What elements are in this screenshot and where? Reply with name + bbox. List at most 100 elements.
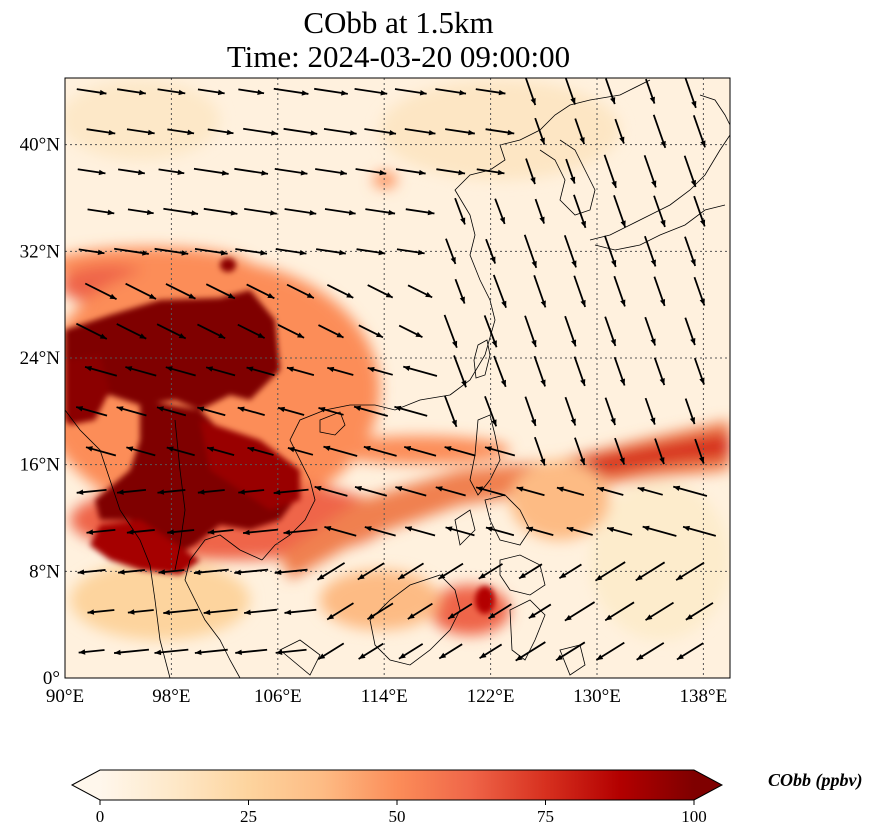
wind-arrow-head	[167, 529, 174, 535]
wind-arrow-head	[580, 299, 586, 307]
lat-tick-label: 16°N	[20, 455, 61, 476]
wind-arrow-head	[156, 406, 164, 412]
wind-arrow-head	[530, 98, 536, 106]
wind-arrow-head	[247, 446, 255, 453]
wind-arrow-head	[540, 458, 546, 466]
lat-tick-label: 0°	[43, 668, 60, 689]
wind-arrow-head	[458, 169, 466, 176]
lon-tick-label: 106°E	[254, 686, 302, 707]
wind-arrow-head	[118, 569, 125, 575]
wind-arrow-head	[158, 569, 166, 575]
wind-arrow-head	[257, 89, 265, 96]
wind-arrow-head	[178, 333, 186, 339]
wind-arrow-head	[327, 613, 335, 620]
colorbar-ticks: 0 25 50 75 100	[96, 800, 707, 826]
wind-arrow-head	[336, 332, 344, 338]
wind-arrow-head	[271, 130, 278, 136]
wind-arrow-head	[341, 90, 348, 96]
wind-arrow-head	[564, 614, 572, 621]
map-time: Time: 2024-03-20 09:00:00	[226, 39, 571, 74]
wind-arrow-head	[238, 489, 245, 495]
wind-arrow-head	[660, 219, 666, 227]
wind-arrow-head	[297, 332, 305, 338]
wind-arrow-head	[388, 209, 396, 216]
wind-arrow-head	[530, 177, 536, 185]
wind-arrow-head	[398, 573, 405, 580]
wind-arrow-head	[286, 366, 294, 372]
wind-arrow-head	[177, 169, 185, 176]
wind-arrow-head	[207, 529, 215, 535]
wind-arrow-head	[234, 569, 241, 576]
wind-arrow-head	[570, 97, 576, 105]
wind-arrow-head	[194, 649, 202, 656]
wind-arrow-head	[244, 609, 251, 616]
wind-arrow-head	[197, 489, 205, 495]
wind-arrow-head	[461, 380, 467, 388]
colorbar-tick-label: 100	[681, 807, 707, 826]
wind-arrow-head	[676, 653, 684, 660]
wind-arrow-head	[197, 406, 205, 412]
wind-arrow-head	[555, 654, 563, 661]
wind-arrow-head	[126, 529, 134, 535]
wind-arrow-head	[459, 89, 467, 96]
wind-arrow-head	[439, 652, 447, 659]
wind-arrow-head	[188, 293, 196, 299]
wind-arrow-head	[580, 378, 586, 386]
cobb-field	[65, 80, 730, 640]
wind-arrow-head	[642, 525, 650, 532]
wind-arrow-head	[367, 613, 375, 620]
wind-arrow-head	[659, 457, 665, 465]
wind-arrow-head	[651, 180, 657, 188]
wind-arrow-head	[349, 130, 357, 136]
wind-arrow-head	[217, 89, 225, 96]
wind-arrow-head	[611, 180, 617, 188]
wind-arrow-head	[485, 526, 493, 532]
wind-arrow-head	[235, 649, 242, 655]
wind-arrow-head	[178, 89, 186, 96]
wind-arrow-head	[595, 574, 603, 581]
wind-arrow-head	[220, 250, 228, 256]
wind-arrow-head	[596, 654, 604, 661]
lat-tick-label: 8°N	[29, 561, 60, 582]
wind-arrow-head	[415, 331, 423, 338]
wind-arrow-head	[476, 486, 484, 492]
colorbar-tick-label: 50	[389, 807, 406, 826]
wind-arrow-head	[610, 97, 616, 105]
wind-arrow-head	[306, 292, 314, 299]
colorbar-extend-low	[72, 770, 100, 800]
wind-arrow-head	[323, 445, 331, 452]
wind-arrow-head	[438, 573, 446, 580]
wind-arrow-head	[138, 169, 145, 176]
wind-arrow-head	[287, 446, 295, 453]
wind-arrow-head	[367, 366, 375, 373]
wind-arrow-head	[379, 169, 387, 176]
wind-arrow-head	[635, 574, 643, 581]
wind-arrow-head	[348, 209, 356, 216]
wind-arrow-head	[127, 609, 135, 615]
wind-arrow-head	[620, 220, 626, 228]
wind-arrow-head	[498, 89, 506, 96]
wind-arrow-head	[540, 379, 546, 387]
wind-arrow-head	[98, 169, 106, 176]
wind-arrow-head	[637, 486, 645, 493]
wind-arrow-head	[357, 573, 365, 580]
wind-arrow-head	[580, 220, 586, 228]
wind-arrow-head	[300, 170, 308, 176]
wind-arrow-head	[78, 649, 86, 655]
wind-arrow-head	[468, 129, 475, 136]
wind-arrow-head	[270, 210, 277, 216]
wind-arrow-head	[676, 574, 684, 581]
wind-arrow-head	[484, 446, 492, 452]
wind-arrow-head	[318, 653, 326, 660]
wind-arrow-head	[636, 654, 644, 660]
wind-arrow-head	[125, 366, 133, 372]
wind-arrow-head	[531, 339, 537, 347]
wind-arrow-head	[76, 489, 84, 495]
lon-tick-label: 122°E	[467, 686, 515, 707]
wind-arrow-head	[579, 458, 585, 466]
wind-arrow-head	[610, 418, 616, 426]
wind-arrow-head	[507, 129, 515, 136]
wind-arrow-head	[261, 170, 269, 176]
wind-arrow-head	[278, 406, 286, 413]
wind-arrow-head	[459, 296, 465, 304]
